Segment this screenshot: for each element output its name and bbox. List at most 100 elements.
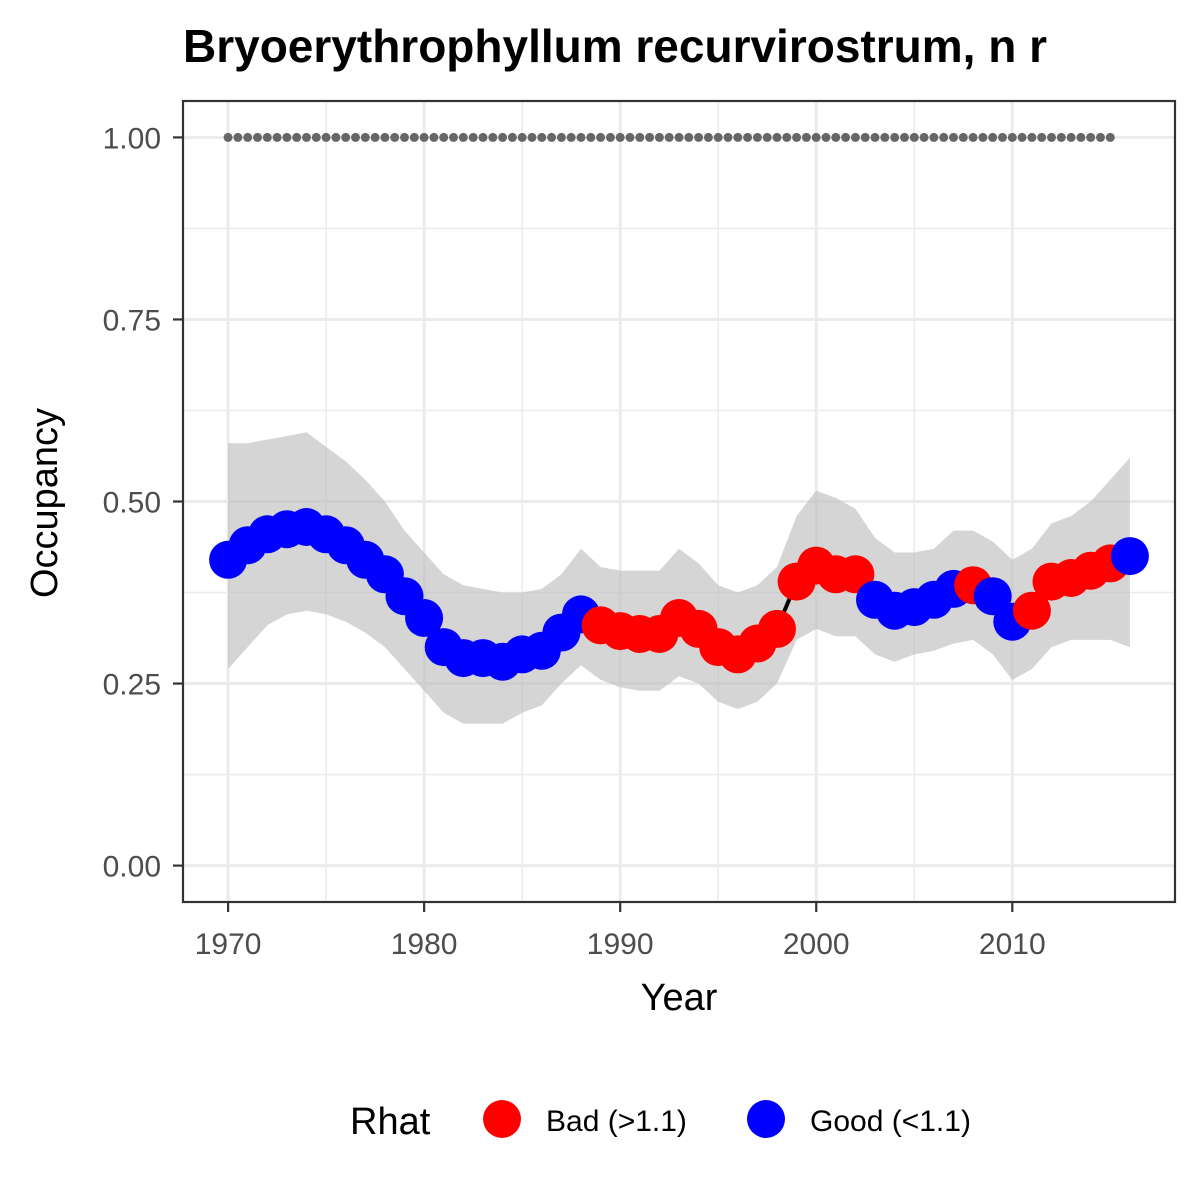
y-tick-label: 0.50: [103, 487, 161, 520]
reference-dot: [694, 132, 704, 142]
reference-dot: [556, 132, 566, 142]
reference-dot: [341, 132, 351, 142]
legend-label-good: Good (<1.1): [810, 1105, 971, 1138]
reference-dot: [664, 132, 674, 142]
legend-title: Rhat: [350, 1101, 431, 1143]
reference-dot: [880, 132, 890, 142]
reference-dot: [253, 132, 262, 142]
reference-dot: [360, 132, 370, 142]
x-tick-label: 2000: [783, 928, 850, 961]
reference-dot: [900, 132, 909, 142]
y-axis: 0.00 0.25 0.50 0.75 1.00: [103, 122, 183, 884]
reference-dot: [223, 132, 233, 142]
legend-label-bad: Bad (>1.1): [546, 1105, 687, 1138]
reference-dot: [243, 132, 253, 142]
reference-dot: [458, 132, 468, 142]
reference-dot: [811, 132, 821, 142]
reference-dot: [968, 132, 978, 142]
reference-dot: [792, 132, 802, 142]
reference-dot: [743, 132, 753, 142]
reference-dot: [909, 132, 919, 142]
y-tick-label: 0.00: [103, 851, 161, 884]
reference-dot: [262, 132, 272, 142]
reference-dot: [1096, 132, 1105, 142]
reference-dot: [929, 132, 939, 142]
x-axis-title: Year: [641, 977, 718, 1019]
reference-dot: [547, 132, 557, 142]
reference-dot: [400, 132, 409, 142]
reference-dot: [831, 132, 841, 142]
chart-title: Bryoerythrophyllum recurvirostrum, n r: [183, 20, 1047, 72]
reference-dot: [331, 132, 341, 142]
reference-dot: [782, 132, 792, 142]
x-tick-label: 1990: [587, 928, 654, 961]
reference-dot: [850, 132, 860, 142]
reference-dot: [439, 132, 449, 142]
reference-dot: [351, 132, 360, 142]
reference-dot: [801, 132, 811, 142]
reference-dot: [1047, 132, 1056, 142]
reference-dot: [635, 132, 645, 142]
reference-dot: [566, 132, 576, 142]
data-point-1980: [405, 599, 444, 637]
reference-dot: [870, 132, 880, 142]
reference-dot: [978, 132, 988, 142]
y-axis-title: Occupancy: [24, 408, 66, 598]
reference-dot: [684, 132, 694, 142]
reference-dot: [958, 132, 968, 142]
y-tick-label: 1.00: [103, 122, 161, 155]
reference-dot: [409, 132, 419, 142]
reference-dot: [733, 132, 743, 142]
legend: Rhat Bad (>1.1) Good (<1.1): [350, 1100, 971, 1143]
x-tick-label: 2010: [979, 928, 1046, 961]
reference-dot: [988, 132, 998, 142]
reference-dot: [390, 132, 400, 142]
reference-dot: [939, 132, 949, 142]
reference-dot: [674, 132, 684, 142]
reference-dot: [860, 132, 870, 142]
reference-dot: [478, 132, 488, 142]
reference-dot: [1007, 132, 1017, 142]
reference-dot: [1027, 132, 1037, 142]
reference-dot: [429, 132, 439, 142]
reference-dot: [311, 132, 321, 142]
occupancy-points: [209, 508, 1149, 681]
reference-dot: [1056, 132, 1066, 142]
reference-dot: [537, 132, 547, 142]
reference-dot: [468, 132, 478, 142]
reference-dot: [703, 132, 713, 142]
reference-dot: [1066, 132, 1076, 142]
reference-dot: [1105, 132, 1115, 142]
reference-dot: [762, 132, 772, 142]
reference-dot: [272, 132, 282, 142]
reference-dot: [370, 132, 380, 142]
reference-dot: [517, 132, 527, 142]
reference-dot: [1086, 132, 1096, 142]
reference-dot: [752, 132, 762, 142]
reference-dot: [713, 132, 723, 142]
grid-lines: [183, 101, 1175, 902]
data-point-2016: [1110, 537, 1149, 576]
reference-dot: [841, 132, 851, 142]
reference-dot: [1076, 132, 1086, 142]
reference-dot: [507, 132, 517, 142]
reference-dot: [625, 132, 635, 142]
reference-dot: [527, 132, 537, 142]
legend-key-bad: [483, 1100, 521, 1138]
data-point-2011: [1012, 591, 1051, 630]
reference-dot: [821, 132, 831, 142]
x-tick-label: 1980: [391, 928, 458, 961]
reference-dot: [380, 132, 390, 142]
y-tick-label: 0.25: [103, 669, 161, 702]
reference-dot: [586, 132, 596, 142]
reference-dot: [449, 132, 458, 142]
legend-key-good: [747, 1100, 785, 1138]
reference-dot: [645, 132, 655, 142]
reference-dot: [723, 132, 733, 142]
reference-dot: [292, 132, 302, 142]
x-axis: 1970 1980 1990 2000 2010: [195, 902, 1046, 961]
x-tick-label: 1970: [195, 928, 262, 961]
reference-dot: [1037, 132, 1047, 142]
y-tick-label: 0.75: [103, 304, 161, 337]
